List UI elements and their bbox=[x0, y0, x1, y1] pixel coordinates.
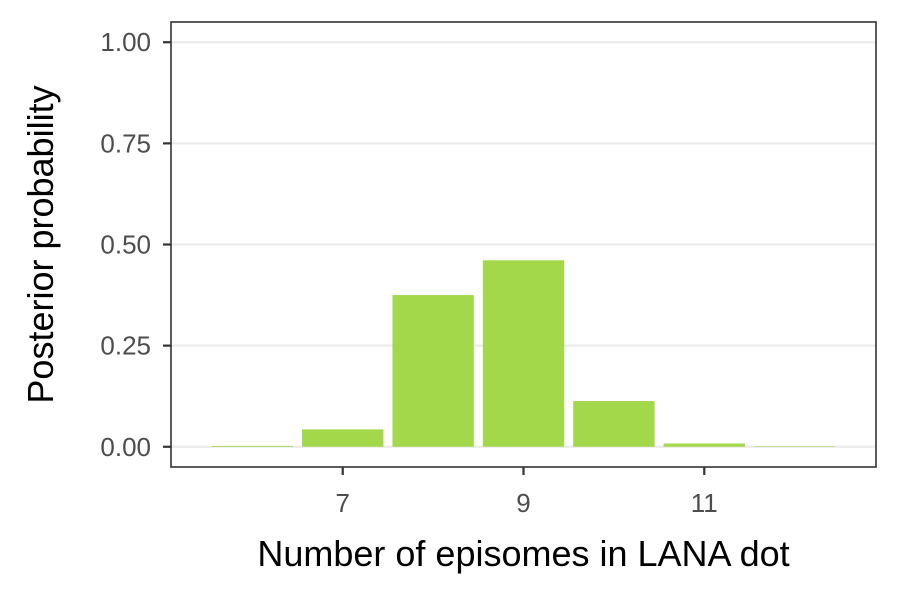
y-tick-label: 0.50 bbox=[100, 230, 151, 260]
x-tick-label: 11 bbox=[691, 488, 718, 518]
bar-8 bbox=[392, 295, 474, 447]
bars bbox=[211, 260, 836, 447]
y-tick-label: 0.25 bbox=[100, 331, 151, 361]
bar-9 bbox=[482, 260, 565, 447]
bar-7 bbox=[302, 429, 384, 447]
y-tick-label: 0.75 bbox=[100, 128, 151, 158]
y-tick-label: 1.00 bbox=[100, 27, 151, 57]
x-tick-label: 7 bbox=[335, 488, 349, 518]
x-tick-label: 9 bbox=[516, 488, 530, 518]
x-axis: 7 9 11 bbox=[335, 467, 718, 518]
y-tick-label: 0.00 bbox=[100, 432, 151, 462]
bar-6 bbox=[211, 445, 294, 447]
bar-10 bbox=[573, 401, 655, 447]
bar-11 bbox=[663, 443, 745, 447]
bar-12 bbox=[753, 446, 836, 447]
y-axis: 0.00 0.25 0.50 0.75 1.00 bbox=[100, 27, 171, 462]
y-axis-title: Posterior probability bbox=[20, 85, 61, 403]
x-axis-title: Number of episomes in LANA dot bbox=[257, 533, 789, 574]
